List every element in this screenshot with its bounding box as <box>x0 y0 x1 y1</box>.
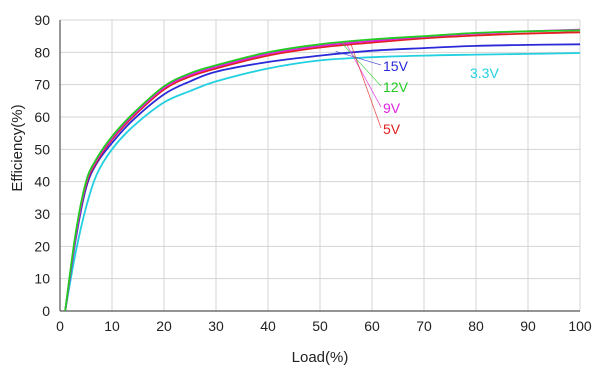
x-tick-label: 100 <box>568 318 592 334</box>
x-tick-label: 50 <box>312 318 328 334</box>
x-tick-label: 90 <box>520 318 536 334</box>
y-tick-label: 80 <box>34 44 50 60</box>
series-line-9v <box>64 28 581 312</box>
series-label: 15V <box>383 58 409 74</box>
leader-line <box>335 50 382 66</box>
series-label: 12V <box>383 79 409 95</box>
series-line-3-3v <box>64 52 581 312</box>
y-tick-label: 40 <box>34 174 50 190</box>
leader-line <box>350 44 382 129</box>
y-tick-label: 0 <box>42 303 50 319</box>
x-axis-title: Load(%) <box>292 349 349 366</box>
y-tick-label: 70 <box>34 77 50 93</box>
axes-layer: 0 10 20 30 40 50 60 70 80 90 100 0 10 20 30 40 50 60 70 80 9… <box>34 12 591 334</box>
x-tick-label: 10 <box>104 318 120 334</box>
x-tick-label: 40 <box>260 318 276 334</box>
leader-line <box>340 41 382 87</box>
series-layer <box>64 28 581 312</box>
x-tick-label: 20 <box>156 318 172 334</box>
series-label: 3.3V <box>470 65 499 81</box>
y-tick-label: 20 <box>34 238 50 254</box>
x-tick-label: 80 <box>468 318 484 334</box>
series-line-5v <box>64 31 581 312</box>
x-tick-label: 0 <box>56 318 64 334</box>
y-tick-label: 50 <box>34 141 50 157</box>
y-axis-title: Efficiency(%) <box>9 104 26 191</box>
y-tick-label: 10 <box>34 271 50 287</box>
series-label: 5V <box>383 121 401 137</box>
x-tick-label: 60 <box>364 318 380 334</box>
y-tick-label: 60 <box>34 109 50 125</box>
x-tick-label: 30 <box>208 318 224 334</box>
y-tick-label: 90 <box>34 12 50 28</box>
leader-line <box>345 43 382 108</box>
y-tick-label: 30 <box>34 206 50 222</box>
series-line-12v <box>64 29 581 312</box>
series-label: 9V <box>383 100 401 116</box>
series-label-layer: 15V 12V 9V 5V 3.3V <box>335 41 499 137</box>
x-tick-label: 70 <box>416 318 432 334</box>
grid-layer <box>59 19 581 312</box>
